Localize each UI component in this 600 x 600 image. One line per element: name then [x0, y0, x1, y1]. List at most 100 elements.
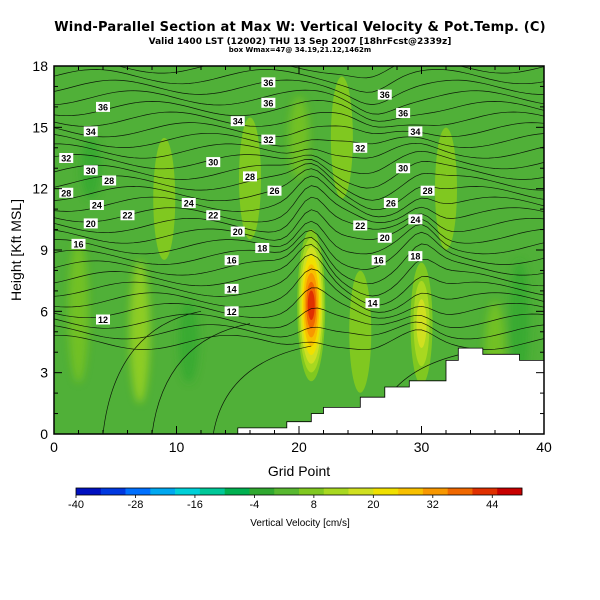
isentrope-label-box [255, 242, 270, 253]
isentrope-label: 24 [181, 197, 196, 208]
x-tick-label: 10 [169, 439, 185, 455]
y-tick-label: 18 [32, 58, 48, 74]
isentrope-label-text: 22 [208, 211, 218, 221]
isentrope-line [54, 122, 544, 138]
chart-title: Wind-Parallel Section at Max W: Vertical… [54, 20, 546, 35]
isentrope-label: 14 [365, 298, 380, 309]
isentrope-label-text: 28 [423, 186, 433, 196]
updraft-level [307, 290, 315, 320]
colorbar-swatch [125, 488, 151, 495]
colorbar-swatch [76, 488, 102, 495]
isentrope-label: 18 [408, 251, 423, 262]
isentrope-label: 32 [353, 142, 368, 153]
isentrope-line [54, 132, 544, 148]
colorbar-swatch [398, 488, 424, 495]
isentrope-label: 12 [96, 314, 110, 325]
isentrope-label: 12 [224, 306, 239, 317]
y-axis-label: Height [Kft MSL] [8, 199, 24, 301]
isentrope-label-text: 18 [410, 252, 420, 262]
isentrope-label-text: 24 [184, 198, 194, 208]
isentrope-line [54, 196, 544, 233]
isentrope-label-text: 22 [122, 211, 132, 221]
isentrope-label-text: 30 [86, 166, 96, 176]
isentrope-label-text: 30 [208, 158, 218, 168]
isentrope-line [54, 142, 544, 159]
isentrope-label-text: 20 [86, 219, 96, 229]
isentrope-label-box [96, 314, 110, 325]
colorbar-swatch [150, 488, 176, 495]
x-axis: 0 10 20 30 40 [50, 66, 552, 455]
isentrope-label: 20 [83, 218, 98, 229]
isentrope-label: 34 [408, 126, 423, 137]
y-tick-label: 12 [32, 181, 48, 197]
isentrope-label-text: 16 [374, 256, 384, 266]
isentrope-label-text: 32 [355, 143, 365, 153]
isentrope-label-box [83, 126, 98, 137]
updraft-level [330, 76, 353, 199]
isentrope-label-text: 20 [380, 233, 390, 243]
isentrope-label-text: 32 [61, 154, 71, 164]
isentrope-label-box [365, 298, 380, 309]
isentrope-label-box [420, 185, 435, 196]
isentrope-label-text: 28 [245, 172, 255, 182]
isentrope-label-text: 16 [227, 256, 237, 266]
isentrope-label-box [261, 134, 276, 145]
isentrope-line [54, 185, 544, 223]
isentrope-label: 20 [230, 226, 245, 237]
terrain [54, 347, 544, 434]
colorbar-tick-label: 44 [486, 499, 498, 511]
y-tick-label: 0 [40, 426, 48, 442]
isentrope-label-text: 34 [86, 127, 96, 137]
isentrope-label: 16 [71, 238, 86, 249]
isentrope-label: 24 [408, 214, 423, 225]
colorbar-label: Vertical Velocity [cm/s] [250, 518, 350, 529]
isentrope-label: 32 [261, 134, 276, 145]
velocity-band [289, 96, 309, 179]
isentrope-label-box [408, 214, 423, 225]
isentrope-label: 16 [224, 255, 239, 266]
isentrope-line [54, 287, 544, 319]
updraft-core [297, 229, 326, 382]
isentrope-label: 36 [261, 77, 276, 88]
isentrope-line [212, 345, 312, 434]
colorbar-swatch [299, 488, 325, 495]
isentrope-label-text: 18 [257, 243, 267, 253]
isentrope-label-text: 24 [92, 201, 102, 211]
isentrope-label: 28 [102, 175, 117, 186]
isentrope-label-box [408, 126, 423, 137]
isentrope-line [54, 220, 544, 255]
isentrope-label-text: 28 [104, 176, 114, 186]
isentrope-label-text: 14 [227, 284, 237, 294]
isentrope-label-box [377, 232, 392, 243]
isentrope-label-box [224, 255, 239, 266]
colorbar-tick-label: 32 [427, 499, 439, 511]
isentrope-label-box [206, 157, 221, 168]
y-tick-label: 3 [40, 365, 48, 381]
isentrope-label-text: 14 [367, 299, 377, 309]
colorbar-swatch [249, 488, 275, 495]
isentrope-label-box [261, 77, 276, 88]
isentrope-line [54, 229, 544, 270]
isentrope-label-text: 36 [398, 109, 408, 119]
isentrope-label-text: 34 [233, 117, 243, 127]
isentrope-label-text: 28 [61, 188, 71, 198]
isentrope-line [54, 150, 544, 175]
isentrope-line [54, 244, 544, 297]
colorbar-tick-label: 8 [311, 499, 317, 511]
isentrope-label-text: 20 [233, 227, 243, 237]
isentrope-line [54, 329, 544, 351]
isentrope-label-text: 12 [227, 307, 237, 317]
isentrope-label: 34 [230, 116, 245, 127]
isentrope-line [54, 175, 544, 218]
isentrope-label-box [267, 185, 282, 196]
isentrope-label-text: 36 [98, 102, 108, 112]
isentrope-label: 28 [59, 187, 74, 198]
isentrope-label-box [89, 200, 104, 211]
chart-box-info: box Wmax=47@ 34.19,21.12,1462m [228, 46, 372, 54]
isentrope-line [102, 310, 202, 434]
isentrope-line [151, 323, 251, 434]
isentrope-line [54, 307, 544, 329]
isentrope-label: 30 [206, 157, 221, 168]
